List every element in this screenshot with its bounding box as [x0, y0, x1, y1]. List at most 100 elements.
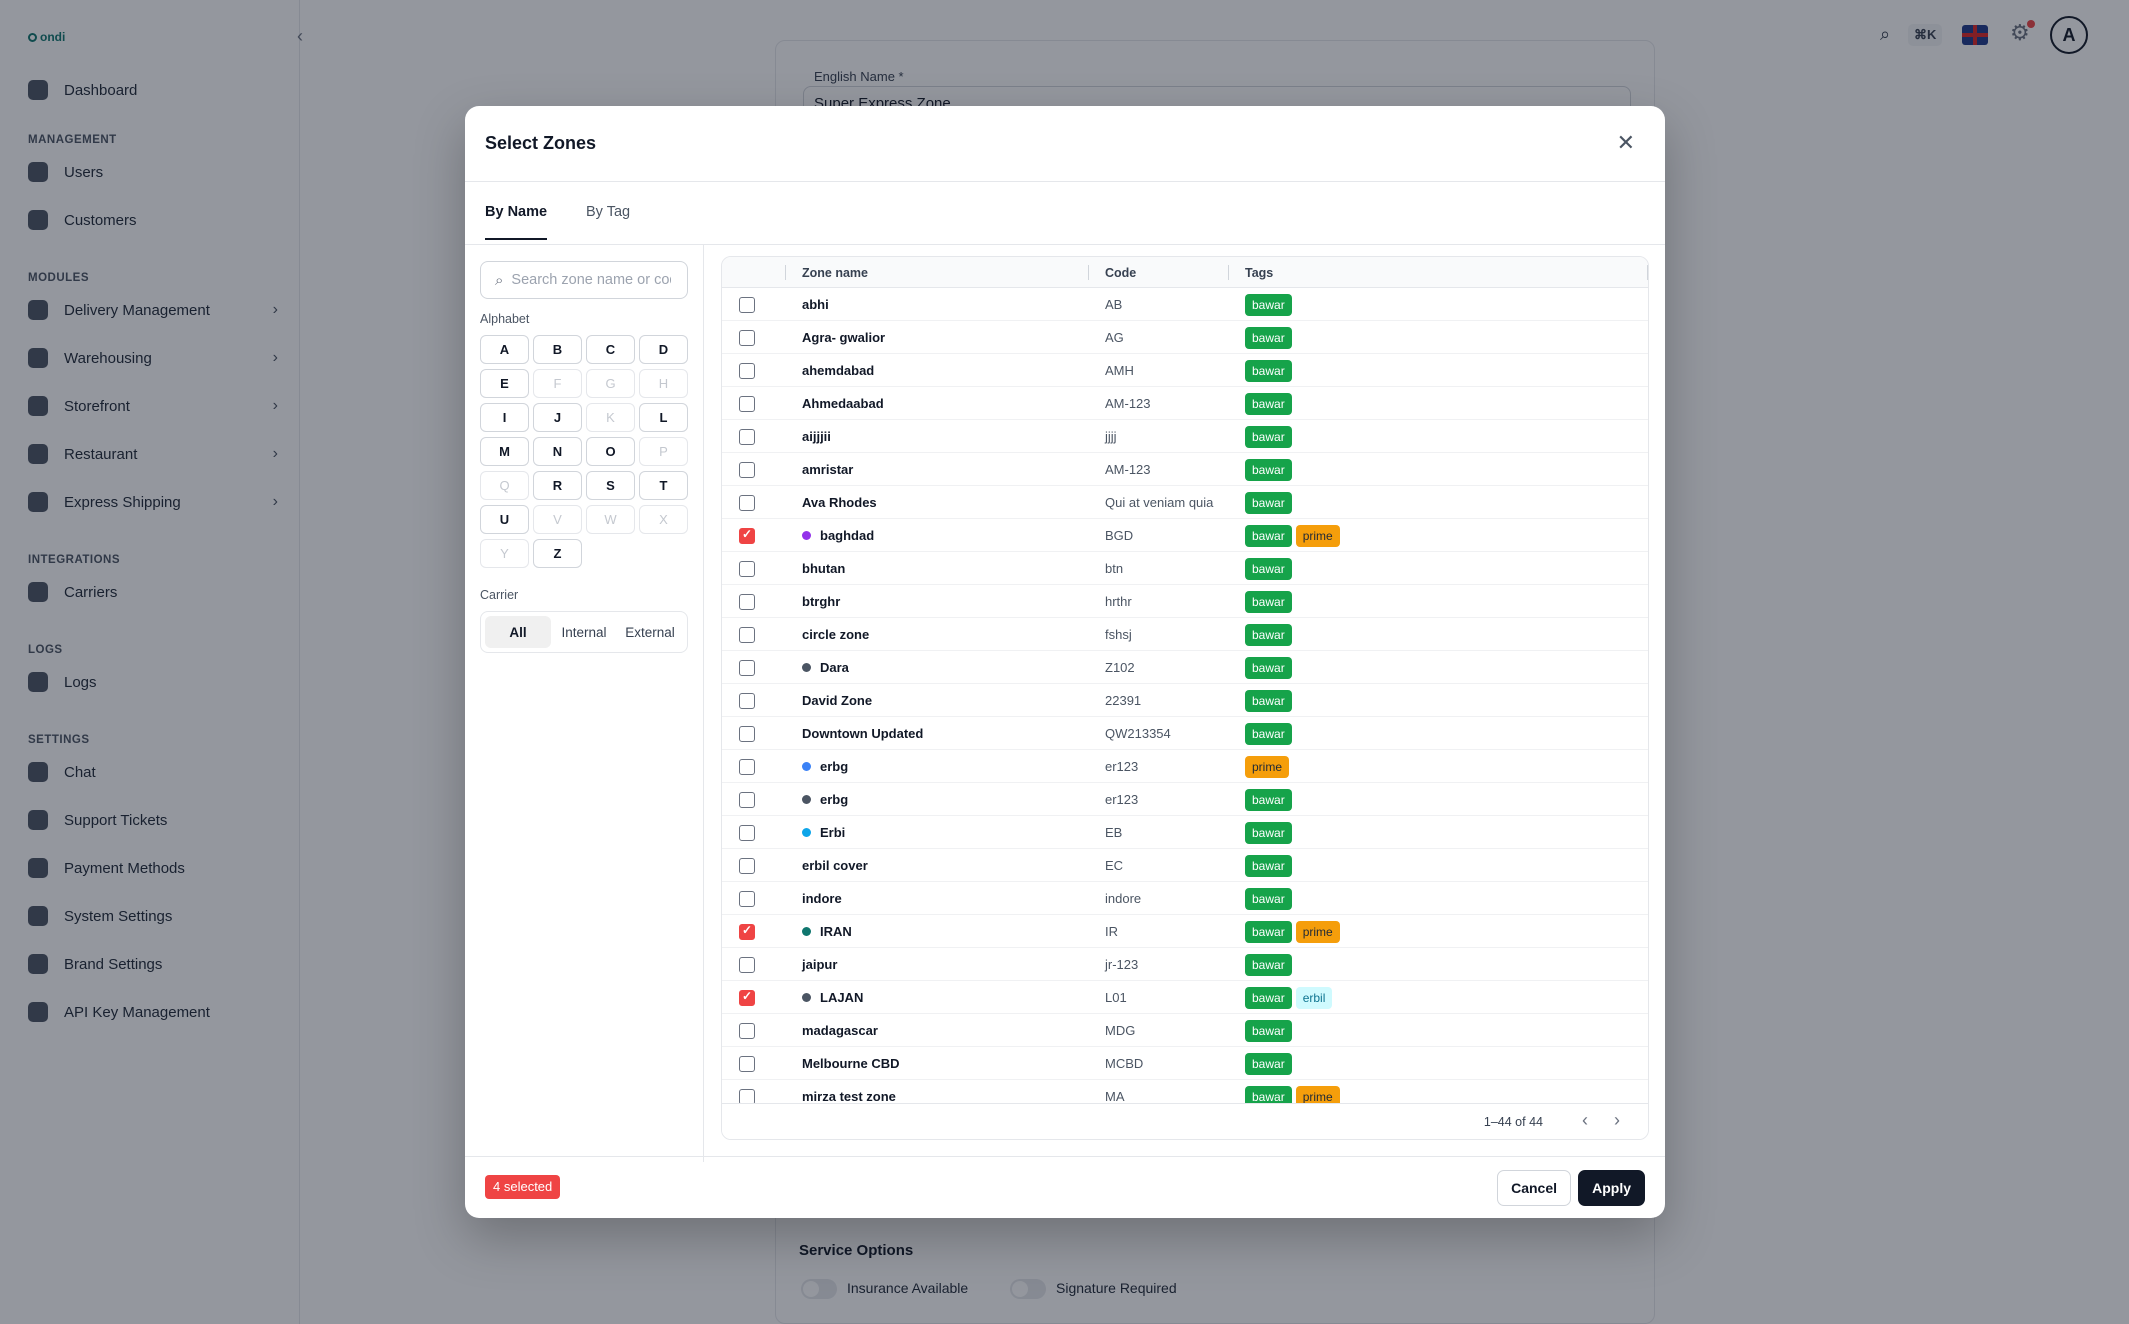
- row-checkbox[interactable]: [739, 792, 755, 808]
- table-row[interactable]: madagascar MDG bawar: [722, 1014, 1648, 1047]
- sidebar-item-restaurant[interactable]: Restaurant ›: [28, 434, 278, 474]
- row-checkbox[interactable]: [739, 429, 755, 445]
- letter-m-button[interactable]: M: [480, 437, 529, 466]
- apply-button[interactable]: Apply: [1578, 1170, 1645, 1206]
- table-row[interactable]: erbil cover EC bawar: [722, 849, 1648, 882]
- sidebar-item-logs[interactable]: Logs: [28, 662, 278, 702]
- letter-i-button[interactable]: I: [480, 403, 529, 432]
- col-zone-name[interactable]: Zone name: [802, 266, 868, 280]
- row-checkbox[interactable]: [739, 627, 755, 643]
- sidebar-item-users[interactable]: Users: [28, 152, 278, 192]
- table-row[interactable]: aijjjii jjjj bawar: [722, 420, 1648, 453]
- table-row[interactable]: mirza test zone MA bawar prime: [722, 1080, 1648, 1105]
- next-page-icon[interactable]: ›: [1614, 1110, 1620, 1130]
- row-checkbox[interactable]: [739, 923, 755, 940]
- avatar[interactable]: A: [2050, 16, 2088, 54]
- row-checkbox[interactable]: [739, 1056, 755, 1072]
- sidebar-item-carriers[interactable]: Carriers: [28, 572, 278, 612]
- letter-l-button[interactable]: L: [639, 403, 688, 432]
- sidebar-item-support-tickets[interactable]: Support Tickets: [28, 800, 278, 840]
- table-row[interactable]: erbg er123 bawar: [722, 783, 1648, 816]
- row-checkbox[interactable]: [739, 891, 755, 907]
- letter-e-button[interactable]: E: [480, 369, 529, 398]
- table-row[interactable]: Erbi EB bawar: [722, 816, 1648, 849]
- table-row[interactable]: indore indore bawar: [722, 882, 1648, 915]
- row-checkbox[interactable]: [739, 297, 755, 313]
- row-checkbox[interactable]: [739, 561, 755, 577]
- carrier-all-option[interactable]: All: [485, 616, 551, 648]
- cancel-button[interactable]: Cancel: [1497, 1170, 1571, 1206]
- row-checkbox[interactable]: [739, 363, 755, 379]
- row-checkbox[interactable]: [739, 1023, 755, 1039]
- search-icon[interactable]: ⌕: [1880, 24, 1891, 44]
- table-row[interactable]: jaipur jr-123 bawar: [722, 948, 1648, 981]
- letter-j-button[interactable]: J: [533, 403, 582, 432]
- row-checkbox[interactable]: [739, 825, 755, 841]
- row-checkbox[interactable]: [739, 858, 755, 874]
- letter-r-button[interactable]: R: [533, 471, 582, 500]
- table-row[interactable]: btrghr hrthr bawar: [722, 585, 1648, 618]
- signature-toggle[interactable]: [1010, 1279, 1046, 1299]
- col-tags[interactable]: Tags: [1245, 266, 1274, 280]
- row-checkbox[interactable]: [739, 957, 755, 973]
- sidebar-item-warehousing[interactable]: Warehousing ›: [28, 338, 278, 378]
- row-checkbox[interactable]: [739, 495, 755, 511]
- tab-by-name[interactable]: By Name: [485, 204, 548, 240]
- letter-u-button[interactable]: U: [480, 505, 529, 534]
- table-row[interactable]: Ava Rhodes Qui at veniam quia bawar: [722, 486, 1648, 519]
- sidebar-item-system-settings[interactable]: System Settings: [28, 896, 278, 936]
- zone-search[interactable]: ⌕: [480, 261, 688, 299]
- table-row[interactable]: Downtown Updated QW213354 bawar: [722, 717, 1648, 750]
- letter-t-button[interactable]: T: [639, 471, 688, 500]
- table-row[interactable]: Melbourne CBD MCBD bawar: [722, 1047, 1648, 1080]
- table-row[interactable]: Agra- gwalior AG bawar: [722, 321, 1648, 354]
- row-checkbox[interactable]: [739, 396, 755, 412]
- zone-search-input[interactable]: [511, 272, 672, 288]
- close-icon[interactable]: ✕: [1616, 130, 1635, 155]
- table-row[interactable]: abhi AB bawar: [722, 288, 1648, 321]
- table-row[interactable]: erbg er123 prime: [722, 750, 1648, 783]
- carrier-external-option[interactable]: External: [625, 625, 675, 640]
- table-row[interactable]: Ahmedaabad AM-123 bawar: [722, 387, 1648, 420]
- prev-page-icon[interactable]: ‹: [1582, 1110, 1588, 1130]
- letter-c-button[interactable]: C: [586, 335, 635, 364]
- table-row[interactable]: amristar AM-123 bawar: [722, 453, 1648, 486]
- row-checkbox[interactable]: [739, 527, 755, 544]
- col-code[interactable]: Code: [1105, 266, 1137, 280]
- table-row[interactable]: bhutan btn bawar: [722, 552, 1648, 585]
- gear-icon[interactable]: ⚙: [2010, 20, 2030, 45]
- letter-z-button[interactable]: Z: [533, 539, 582, 568]
- row-checkbox[interactable]: [739, 594, 755, 610]
- row-checkbox[interactable]: [739, 330, 755, 346]
- insurance-toggle[interactable]: [801, 1279, 837, 1299]
- letter-b-button[interactable]: B: [533, 335, 582, 364]
- row-checkbox[interactable]: [739, 462, 755, 478]
- row-checkbox[interactable]: [739, 693, 755, 709]
- sidebar-item-brand-settings[interactable]: Brand Settings: [28, 944, 278, 984]
- table-row[interactable]: circle zone fshsj bawar: [722, 618, 1648, 651]
- app-logo[interactable]: ondi: [28, 30, 65, 44]
- letter-d-button[interactable]: D: [639, 335, 688, 364]
- sidebar-item-storefront[interactable]: Storefront ›: [28, 386, 278, 426]
- letter-o-button[interactable]: O: [586, 437, 635, 466]
- sidebar-item-payment-methods[interactable]: Payment Methods: [28, 848, 278, 888]
- row-checkbox[interactable]: [739, 989, 755, 1006]
- carrier-internal-option[interactable]: Internal: [561, 625, 607, 640]
- letter-s-button[interactable]: S: [586, 471, 635, 500]
- sidebar-item-dashboard[interactable]: Dashboard: [28, 70, 278, 110]
- row-checkbox[interactable]: [739, 660, 755, 676]
- tab-by-tag[interactable]: By Tag: [586, 204, 631, 220]
- sidebar-item-express-shipping[interactable]: Express Shipping ›: [28, 482, 278, 522]
- row-checkbox[interactable]: [739, 759, 755, 775]
- sidebar-item-api-key-management[interactable]: API Key Management: [28, 992, 278, 1032]
- collapse-sidebar-icon[interactable]: ‹: [297, 26, 303, 46]
- table-row[interactable]: Dara Z102 bawar: [722, 651, 1648, 684]
- sidebar-item-customers[interactable]: Customers: [28, 200, 278, 240]
- sidebar-item-chat[interactable]: Chat: [28, 752, 278, 792]
- row-checkbox[interactable]: [739, 726, 755, 742]
- table-row[interactable]: ahemdabad AMH bawar: [722, 354, 1648, 387]
- uk-flag-icon[interactable]: [1962, 25, 1988, 45]
